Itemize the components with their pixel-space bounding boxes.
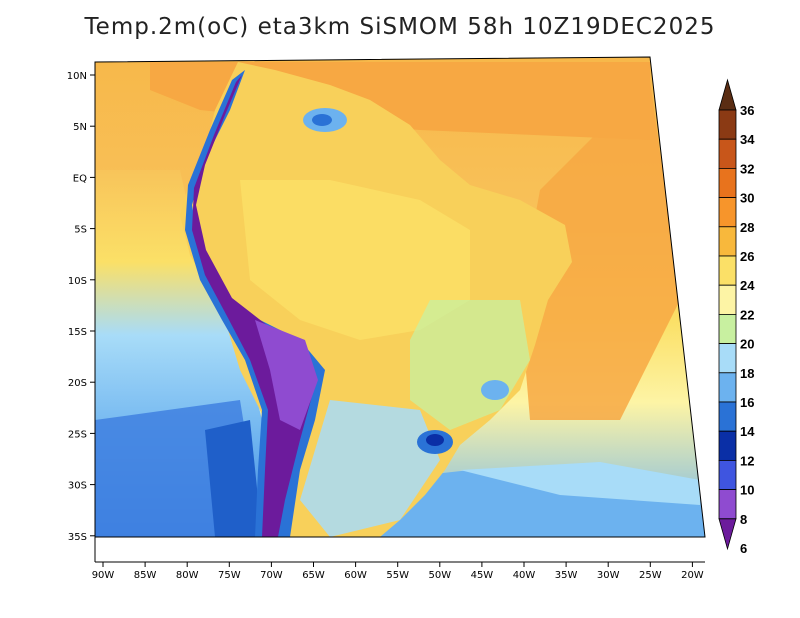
longitude-label: 70W bbox=[260, 570, 283, 581]
colorbar-box bbox=[718, 459, 737, 490]
colorbar-box bbox=[718, 255, 737, 286]
longitude-label: 35W bbox=[555, 570, 578, 581]
colorbar-box bbox=[718, 401, 737, 432]
longitude-label: 45W bbox=[471, 570, 494, 581]
colorbar-label: 26 bbox=[740, 249, 754, 264]
southern-plain bbox=[300, 400, 440, 537]
colorbar-label: 6 bbox=[740, 541, 747, 556]
latitude-label: 20S bbox=[68, 378, 87, 389]
amazon-interior bbox=[240, 180, 470, 340]
longitude-label: 40W bbox=[513, 570, 536, 581]
colorbar-box bbox=[718, 430, 737, 461]
colorbar-box bbox=[718, 197, 737, 228]
cold-spot-guiana-core bbox=[312, 114, 332, 126]
colorbar-box bbox=[718, 372, 737, 403]
latitude-label: 35S bbox=[68, 532, 87, 543]
map-panel bbox=[94, 56, 706, 538]
colorbar-label: 20 bbox=[740, 337, 754, 352]
colorbar-label: 36 bbox=[740, 103, 754, 118]
colorbar-box bbox=[718, 489, 737, 520]
longitude-label: 75W bbox=[218, 570, 241, 581]
latitude-label: 5N bbox=[73, 122, 87, 133]
colorbar-label: 28 bbox=[740, 220, 754, 235]
atlantic-south-cool bbox=[380, 470, 705, 537]
longitude-label: 55W bbox=[386, 570, 409, 581]
longitude-label: 20W bbox=[681, 570, 704, 581]
colorbar-label: 8 bbox=[740, 512, 747, 527]
colorbar-box bbox=[718, 226, 737, 257]
longitude-label: 65W bbox=[302, 570, 325, 581]
colorbar-label: 22 bbox=[740, 307, 754, 322]
longitude-label: 90W bbox=[92, 570, 115, 581]
colorbar-label: 16 bbox=[740, 395, 754, 410]
latitude-label: 30S bbox=[68, 481, 87, 492]
longitude-label: 30W bbox=[597, 570, 620, 581]
cold-spot-south-core bbox=[426, 434, 444, 446]
altiplano bbox=[255, 320, 318, 430]
colorbar: 36 34 32 30 28 26 24 22 20 18 16 14 12 10 8 6 bbox=[718, 78, 755, 556]
longitude-axis: 90W 85W 80W 75W 70W 65W 60W 55W 50W 45W 40W 35W 30W 2… bbox=[92, 561, 705, 581]
colorbar-label: 30 bbox=[740, 191, 754, 206]
longitude-label: 60W bbox=[344, 570, 367, 581]
colorbar-label: 12 bbox=[740, 453, 754, 468]
colorbar-box bbox=[718, 109, 737, 140]
colorbar-box bbox=[718, 343, 737, 374]
latitude-label: EQ bbox=[73, 173, 87, 184]
pacific-cold-band bbox=[205, 420, 262, 537]
latitude-label: 15S bbox=[68, 327, 87, 338]
colorbar-bottom-arrow bbox=[718, 518, 737, 551]
atlantic-warm bbox=[520, 80, 680, 420]
latitude-axis: 10N 5N EQ 5S 10S 15S 20S 25S 30S 35S bbox=[67, 62, 96, 562]
colorbar-label: 32 bbox=[740, 161, 754, 176]
longitude-label: 25W bbox=[639, 570, 662, 581]
latitude-label: 10S bbox=[68, 276, 87, 287]
colorbar-label: 34 bbox=[740, 132, 755, 147]
latitude-label: 10N bbox=[67, 71, 87, 82]
colorbar-box bbox=[718, 313, 737, 344]
colorbar-box bbox=[718, 167, 737, 198]
colorbar-label: 24 bbox=[740, 278, 755, 293]
colorbar-label: 18 bbox=[740, 366, 754, 381]
longitude-label: 80W bbox=[176, 570, 199, 581]
colorbar-box bbox=[718, 138, 737, 169]
latitude-label: 25S bbox=[68, 429, 87, 440]
longitude-label: 85W bbox=[134, 570, 157, 581]
colorbar-box bbox=[718, 284, 737, 315]
cold-spot-southeast bbox=[481, 380, 509, 400]
map-title: Temp.2m(oC) eta3km SiSMOM 58h 10Z19DEC20… bbox=[84, 14, 716, 40]
latitude-label: 5S bbox=[74, 225, 87, 236]
colorbar-label: 14 bbox=[740, 424, 755, 439]
colorbar-label: 10 bbox=[740, 483, 754, 498]
longitude-label: 50W bbox=[428, 570, 451, 581]
atlantic-south-mid bbox=[460, 462, 700, 505]
colorbar-top-arrow bbox=[718, 78, 737, 111]
